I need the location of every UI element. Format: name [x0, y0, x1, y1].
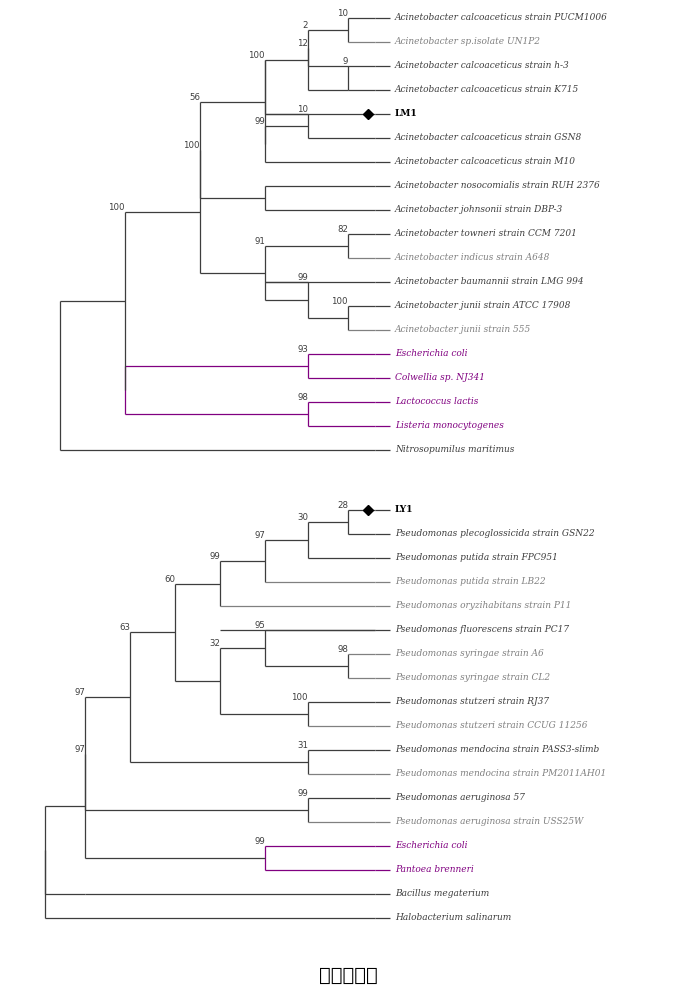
Text: 98: 98 [337, 645, 348, 654]
Text: Pantoea brenneri: Pantoea brenneri [395, 865, 474, 874]
Text: 100: 100 [109, 202, 125, 212]
Text: Listeria monocytogenes: Listeria monocytogenes [395, 422, 504, 430]
Text: Pseudomonas syringae strain A6: Pseudomonas syringae strain A6 [395, 650, 544, 658]
Text: 100: 100 [332, 297, 348, 306]
Text: 100: 100 [291, 693, 308, 702]
Text: Acinetobacter calcoaceticus strain M10: Acinetobacter calcoaceticus strain M10 [395, 157, 576, 166]
Text: 95: 95 [254, 621, 265, 630]
Text: Acinetobacter sp.isolate UN1P2: Acinetobacter sp.isolate UN1P2 [395, 37, 541, 46]
Text: 28: 28 [337, 501, 348, 510]
Text: 97: 97 [74, 688, 85, 697]
Text: 99: 99 [254, 837, 265, 846]
Text: Pseudomonas syringae strain CL2: Pseudomonas syringae strain CL2 [395, 674, 550, 682]
Text: Acinetobacter towneri strain CCM 7201: Acinetobacter towneri strain CCM 7201 [395, 230, 578, 238]
Text: 2: 2 [302, 21, 308, 30]
Text: Pseudomonas stutzeri strain CCUG 11256: Pseudomonas stutzeri strain CCUG 11256 [395, 722, 588, 730]
Text: 56: 56 [189, 93, 200, 102]
Text: Pseudomonas mendocina strain PASS3-slimb: Pseudomonas mendocina strain PASS3-slimb [395, 746, 599, 754]
Text: 99: 99 [297, 273, 308, 282]
Text: 9: 9 [343, 57, 348, 66]
Text: Acinetobacter junii strain 555: Acinetobacter junii strain 555 [395, 326, 531, 334]
Text: Pseudomonas aeruginosa 57: Pseudomonas aeruginosa 57 [395, 794, 525, 802]
Text: 系统发育树: 系统发育树 [319, 966, 377, 984]
Text: Acinetobacter baumannii strain LMG 994: Acinetobacter baumannii strain LMG 994 [395, 277, 585, 286]
Text: Pseudomonas fluorescens strain PC17: Pseudomonas fluorescens strain PC17 [395, 626, 569, 635]
Text: 10: 10 [297, 105, 308, 114]
Text: Halobacterium salinarum: Halobacterium salinarum [395, 914, 512, 922]
Text: 97: 97 [74, 745, 85, 754]
Text: Nitrosopumilus maritimus: Nitrosopumilus maritimus [395, 446, 514, 454]
Text: 97: 97 [254, 531, 265, 540]
Text: 93: 93 [297, 345, 308, 354]
Text: Bacillus megaterium: Bacillus megaterium [395, 890, 489, 898]
Text: LY1: LY1 [395, 506, 413, 514]
Text: 99: 99 [297, 789, 308, 798]
Text: 31: 31 [297, 741, 308, 750]
Text: Pseudomonas stutzeri strain RJ37: Pseudomonas stutzeri strain RJ37 [395, 698, 549, 706]
Text: Acinetobacter calcoaceticus strain PUCM1006: Acinetobacter calcoaceticus strain PUCM1… [395, 13, 608, 22]
Text: 12: 12 [297, 39, 308, 48]
Text: Acinetobacter junii strain ATCC 17908: Acinetobacter junii strain ATCC 17908 [395, 302, 572, 310]
Text: Lactococcus lactis: Lactococcus lactis [395, 397, 478, 406]
Text: Escherichia coli: Escherichia coli [395, 842, 468, 850]
Text: 91: 91 [254, 237, 265, 246]
Text: Acinetobacter calcoaceticus strain K715: Acinetobacter calcoaceticus strain K715 [395, 86, 579, 95]
Text: Pseudomonas aeruginosa strain USS25W: Pseudomonas aeruginosa strain USS25W [395, 818, 583, 826]
Text: LM1: LM1 [395, 109, 418, 118]
Text: 60: 60 [164, 574, 175, 584]
Text: Pseudomonas putida strain LB22: Pseudomonas putida strain LB22 [395, 578, 546, 586]
Text: Acinetobacter johnsonii strain DBP-3: Acinetobacter johnsonii strain DBP-3 [395, 206, 563, 215]
Text: Pseudomonas putida strain FPC951: Pseudomonas putida strain FPC951 [395, 554, 558, 562]
Text: Pseudomonas oryzihabitans strain P11: Pseudomonas oryzihabitans strain P11 [395, 601, 572, 610]
Text: Colwellia sp. NJ341: Colwellia sp. NJ341 [395, 373, 485, 382]
Text: 99: 99 [254, 117, 265, 126]
Text: Acinetobacter calcoaceticus strain h-3: Acinetobacter calcoaceticus strain h-3 [395, 62, 569, 70]
Text: Acinetobacter nosocomialis strain RUH 2376: Acinetobacter nosocomialis strain RUH 23… [395, 182, 601, 190]
Text: 10: 10 [337, 9, 348, 18]
Text: 98: 98 [297, 393, 308, 402]
Text: 99: 99 [209, 552, 220, 561]
Text: 100: 100 [183, 141, 200, 150]
Text: 82: 82 [337, 225, 348, 234]
Text: Acinetobacter calcoaceticus strain GSN8: Acinetobacter calcoaceticus strain GSN8 [395, 133, 582, 142]
Text: Escherichia coli: Escherichia coli [395, 350, 468, 359]
Text: Pseudomonas plecoglossicida strain GSN22: Pseudomonas plecoglossicida strain GSN22 [395, 530, 595, 538]
Text: 100: 100 [249, 51, 265, 60]
Text: 30: 30 [297, 513, 308, 522]
Text: 32: 32 [209, 639, 220, 648]
Text: Pseudomonas mendocina strain PM2011AH01: Pseudomonas mendocina strain PM2011AH01 [395, 770, 606, 778]
Text: 63: 63 [119, 623, 130, 632]
Text: Acinetobacter indicus strain A648: Acinetobacter indicus strain A648 [395, 253, 551, 262]
